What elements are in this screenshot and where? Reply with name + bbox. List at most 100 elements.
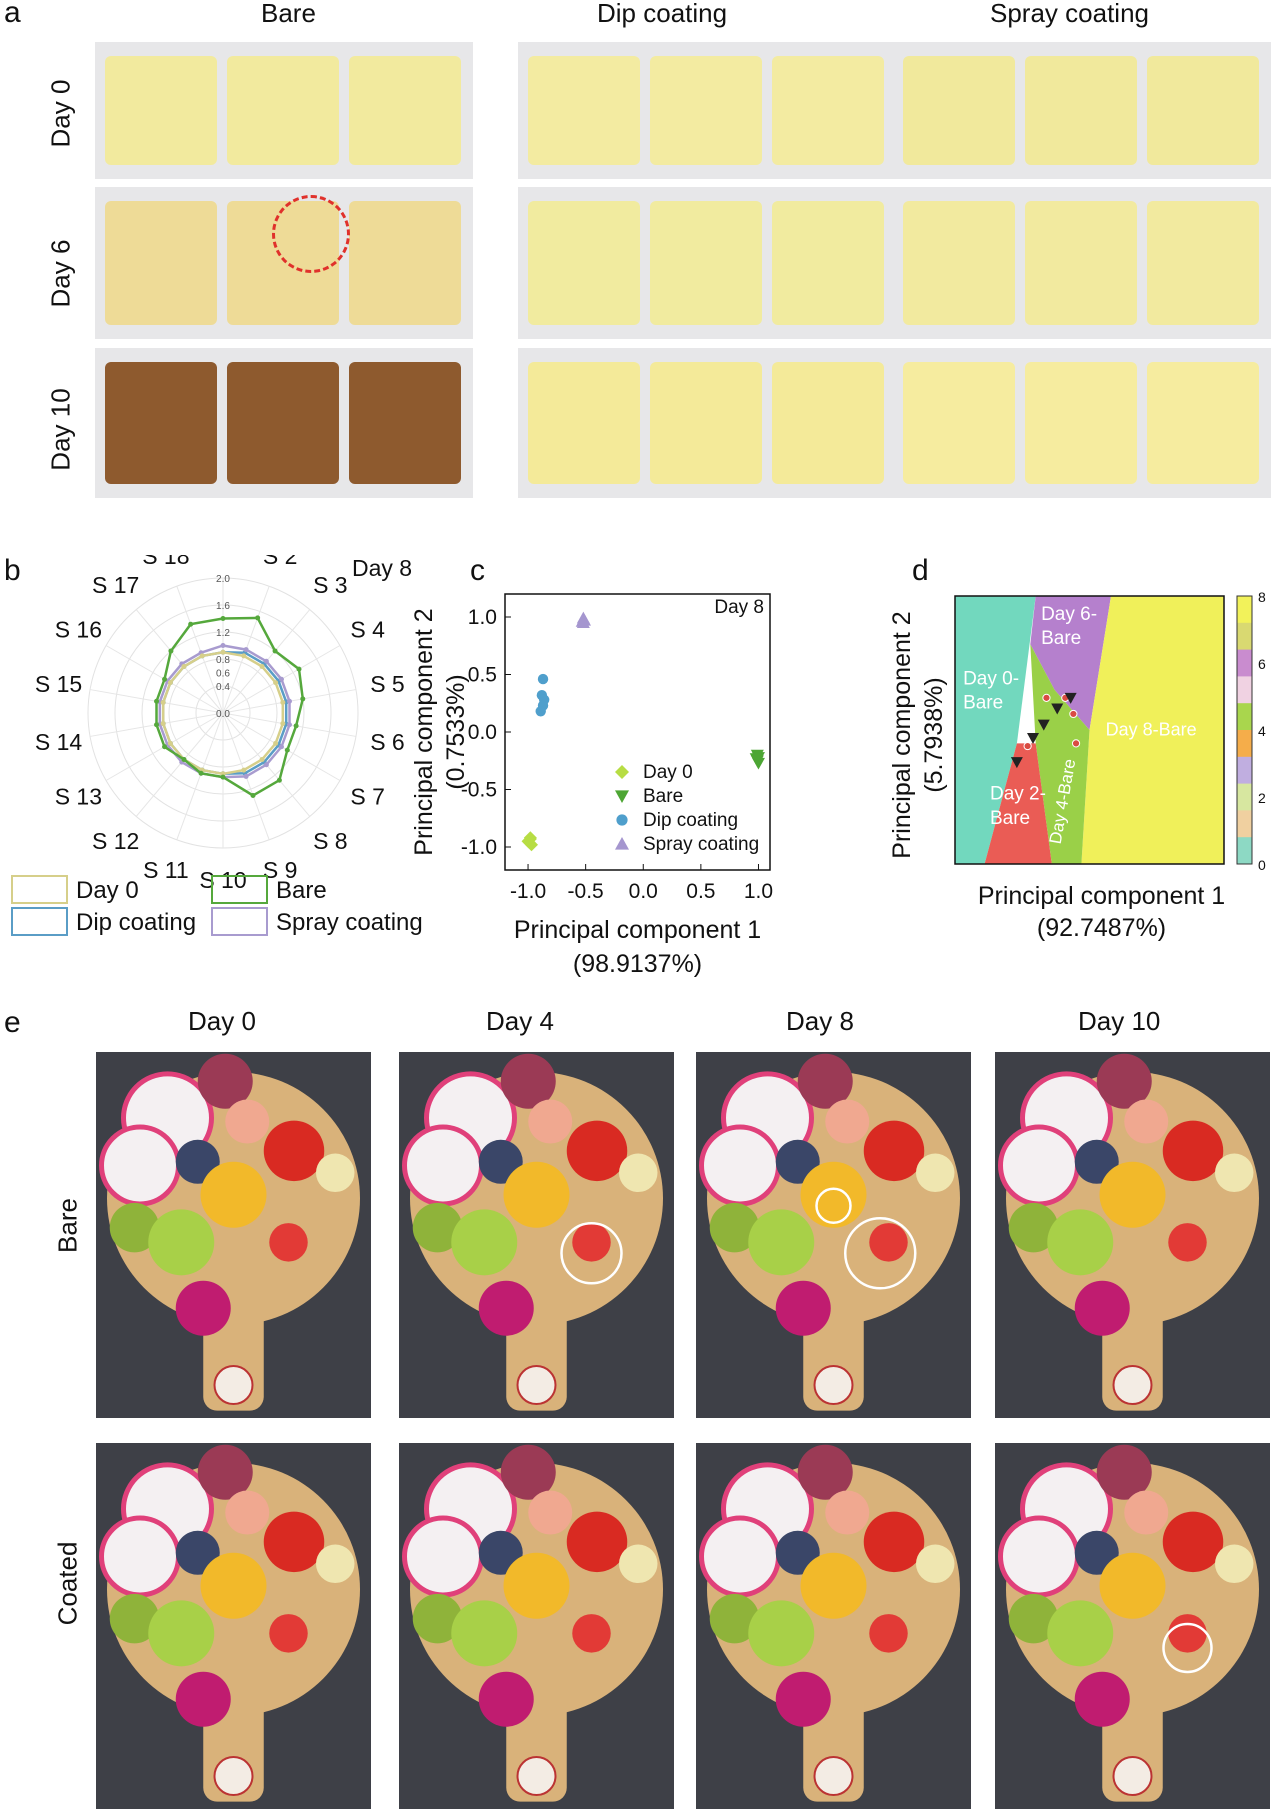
kiwi-slices	[412, 1202, 463, 1253]
fruit-cube	[105, 362, 217, 484]
blueberries	[775, 1530, 820, 1575]
kiwi-slices	[1008, 1202, 1059, 1253]
radar-axis-label: S 5	[370, 671, 405, 697]
fruit-platter-photo	[96, 1052, 371, 1418]
blueberries	[175, 1530, 220, 1575]
banana-slices	[316, 1153, 355, 1193]
fruit-platter-photo	[696, 1052, 971, 1418]
colorbar-segment	[1237, 622, 1252, 651]
radar-point	[198, 770, 204, 776]
column-label-bare: Bare	[261, 0, 316, 28]
radar-tick-label: 2.0	[216, 574, 230, 585]
spoilage-highlight-circle	[560, 1222, 623, 1285]
logo-seal	[813, 1756, 854, 1797]
colorbar-segment	[1237, 837, 1252, 865]
y-axis-label-sub: (0.7533%)	[442, 674, 470, 789]
fruit-platter-photo	[399, 1443, 674, 1809]
colorbar-segment	[1237, 649, 1252, 677]
grapes	[500, 1444, 556, 1500]
y-tick-label: -1.0	[461, 836, 497, 859]
logo-seal	[516, 1756, 557, 1797]
fruit-cube	[903, 362, 1015, 484]
radar-chart: 0.0 0.4 0.6 0.8 1.2 1.6 2.0 S 1 S 2 S 3S 4 S 5 S 6 S…	[11, 555, 423, 936]
radar-axis-label: S 9	[263, 857, 298, 883]
fruit-cube	[349, 201, 461, 325]
apple-rose	[528, 1099, 573, 1144]
fruit-platter-photo	[696, 1443, 971, 1809]
logo-seal	[213, 1365, 254, 1406]
radar-point	[273, 680, 279, 686]
fruit-cube	[1025, 56, 1137, 165]
platter-illustration	[998, 1444, 1259, 1802]
radar-spoke	[176, 585, 224, 714]
legend-swatch	[11, 907, 68, 936]
map-x-axis-label: Principal component 1	[978, 882, 1225, 910]
apple-rose	[1124, 1099, 1169, 1144]
radar-point	[263, 762, 269, 768]
banana-slices	[316, 1544, 355, 1584]
scatter-legend-label: Bare	[643, 786, 683, 807]
radar-point	[181, 757, 187, 763]
mango	[200, 1161, 267, 1228]
grapes	[797, 1053, 853, 1109]
platter-illustration	[699, 1053, 960, 1411]
logo-seal	[813, 1365, 854, 1406]
legend-label: Bare	[276, 877, 327, 904]
radar-tick-label: 0.8	[216, 655, 230, 666]
radar-point	[154, 698, 160, 704]
logo-seal	[516, 1365, 557, 1406]
colorbar-segment	[1237, 703, 1252, 731]
x-axis-label-sub: (98.9137%)	[573, 950, 702, 978]
scatter-point-spray-coating	[576, 616, 590, 628]
dragon-fruit-slice	[699, 1515, 781, 1598]
region-day6	[1030, 596, 1111, 730]
radar-point	[284, 747, 290, 753]
x-tick-label: 1.0	[744, 880, 773, 903]
fruit-platter-photo	[995, 1443, 1270, 1809]
legend-marker	[615, 765, 629, 779]
legend-label: Day 0	[76, 877, 139, 904]
fruit-cube	[650, 56, 762, 165]
green-grapes	[148, 1209, 215, 1276]
green-grapes	[451, 1209, 518, 1276]
column-label-e-day8: Day 8	[786, 1006, 854, 1036]
dragon-fruit-slice	[699, 1124, 781, 1207]
panel-letter-d: d	[912, 554, 929, 587]
region-day8	[1081, 596, 1224, 864]
kiwi-slices	[109, 1593, 160, 1644]
dragon-fruit-slice	[99, 1515, 181, 1598]
radar-point	[273, 740, 279, 746]
apple-rose	[528, 1490, 573, 1535]
row-label-day6: Day 6	[45, 239, 76, 308]
scatter-legend-label: Day 0	[643, 762, 693, 783]
red-dragon-fruit	[1074, 1280, 1130, 1336]
fruit-cube	[1147, 56, 1259, 165]
grapes	[1096, 1444, 1152, 1500]
y-tick-label: -0.5	[461, 779, 497, 802]
cherry-tomatoes	[263, 1120, 325, 1182]
radar-annotation: Day 8	[352, 555, 412, 581]
region-day0	[955, 596, 1036, 864]
apple-rose	[825, 1490, 870, 1535]
grapes	[197, 1053, 253, 1109]
blueberries	[478, 1139, 523, 1184]
y-tick-label: 0.5	[468, 664, 497, 687]
y-axis-label: Principal component 2	[410, 608, 438, 855]
apple-rose	[225, 1490, 270, 1535]
panel-letter-a: a	[4, 0, 21, 29]
banana-slices	[1215, 1544, 1254, 1584]
radar-point	[286, 722, 292, 728]
radar-point	[259, 757, 265, 763]
platter-illustration	[998, 1053, 1259, 1411]
panel-letter-c: c	[470, 554, 485, 587]
radar-point	[167, 740, 173, 746]
apple-rose	[225, 1099, 270, 1144]
red-dragon-fruit	[1074, 1671, 1130, 1727]
radar-tick-label: 0.0	[216, 709, 230, 720]
cherry-tomatoes	[1162, 1120, 1224, 1182]
radar-spoke	[135, 609, 224, 714]
radar-point	[162, 744, 168, 750]
radar-point	[162, 676, 168, 682]
red-dragon-fruit	[175, 1671, 231, 1727]
radar-tick-label: 1.6	[216, 601, 230, 612]
